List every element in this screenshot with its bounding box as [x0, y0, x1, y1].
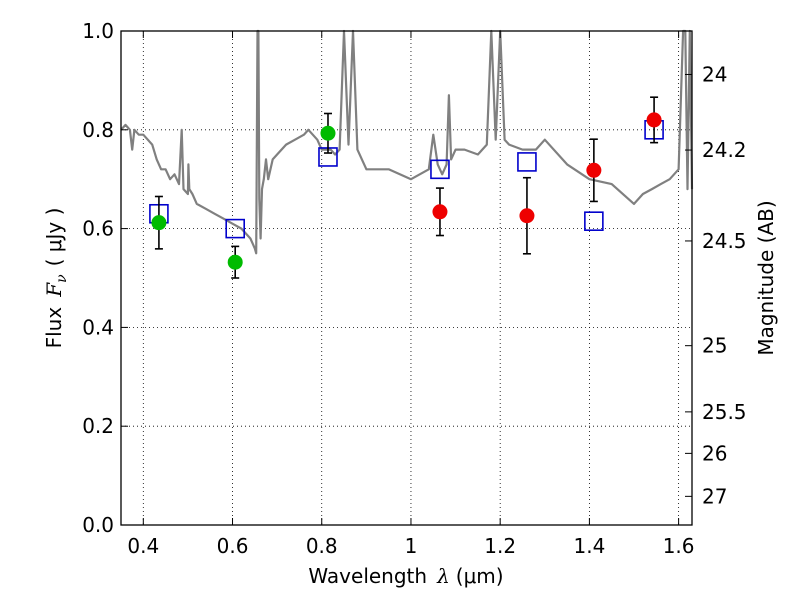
x-tick-labels: 0.4 0.6 0.8 1 1.2 1.4 1.6 [127, 534, 694, 558]
model-photometry-square [225, 218, 245, 239]
right-axis-label: Magnitude (AB) [754, 200, 778, 355]
data-point-green [151, 215, 167, 231]
model-spectrum [120, 29, 694, 255]
model-photometry-square [584, 211, 604, 231]
data-point-red [432, 204, 448, 220]
right-tick-label: 24.5 [702, 229, 747, 253]
y-tick-labels: 0.0 0.2 0.4 0.6 0.8 1.0 [82, 19, 114, 537]
data-point-red [646, 112, 662, 128]
model-photometry-square [430, 159, 450, 180]
y-tick-label: 0.8 [82, 118, 114, 142]
x-tick-label: 0.8 [306, 534, 338, 558]
right-tick-label: 24.2 [702, 138, 747, 162]
right-tick-label: 26 [702, 441, 727, 465]
y-tick-label: 0.4 [82, 315, 114, 339]
model-photometry-square [517, 152, 537, 172]
x-axis-label: Wavelength λ (μm) [308, 564, 503, 588]
y-tick-label: 0.2 [82, 414, 114, 438]
right-tick-label: 25.5 [702, 400, 747, 424]
y-axis-label: FluxFν( μJy ) [42, 208, 70, 349]
x-tick-label: 1.6 [663, 534, 695, 558]
data-point-green [320, 125, 336, 141]
x-tick-label: 1.2 [484, 534, 516, 558]
data-point-red [519, 208, 535, 224]
data-point-red [586, 162, 602, 178]
tick-marks [121, 30, 692, 526]
x-tick-label: 1 [405, 534, 418, 558]
plot-frame [120, 30, 693, 526]
right-tick-label: 25 [702, 334, 727, 358]
error-bars [154, 96, 659, 279]
observed-points [151, 112, 662, 270]
x-tick-label: 1.4 [573, 534, 605, 558]
y-tick-label: 0.0 [82, 513, 114, 537]
x-tick-label: 0.6 [217, 534, 249, 558]
grid [121, 31, 692, 525]
model-spectrum-line [120, 29, 694, 255]
y-tick-label: 1.0 [82, 19, 114, 43]
model-photometry-squares [149, 120, 664, 239]
x-tick-label: 0.4 [127, 534, 159, 558]
data-point-green [227, 254, 243, 270]
right-tick-label: 24 [702, 62, 727, 86]
y-tick-label: 0.6 [82, 217, 114, 241]
right-tick-label: 27 [702, 484, 727, 508]
right-tick-labels: 24 24.2 24.5 25 25.5 26 27 [702, 62, 747, 508]
